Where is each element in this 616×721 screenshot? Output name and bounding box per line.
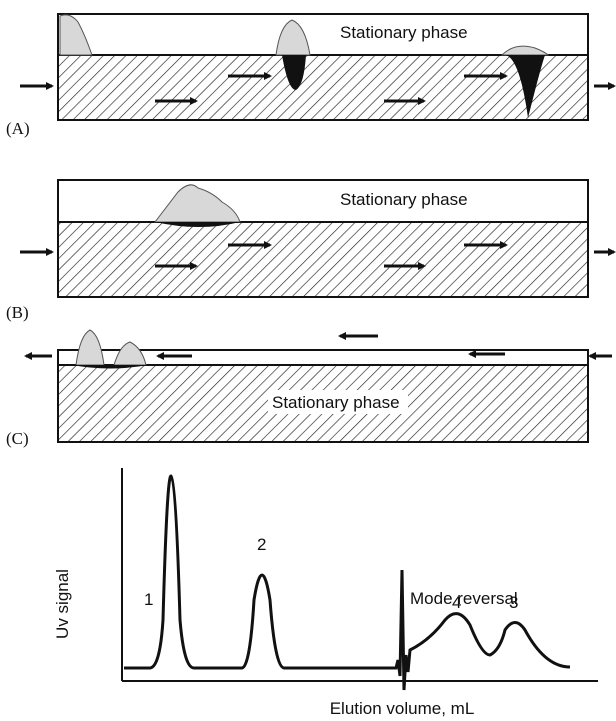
panel-label: (B) <box>6 303 29 322</box>
y-axis-label: Uv signal <box>53 569 72 639</box>
column <box>57 179 589 298</box>
chromatogram: Mode reversal 1 2 4 3 Uv signal Elution … <box>53 468 598 718</box>
panel-b: Stationary phase (B) <box>6 179 616 322</box>
peak-label: 4 <box>452 593 461 612</box>
peak-label: 1 <box>144 590 153 609</box>
phase-label: Stationary phase <box>272 393 400 412</box>
panel-label: (A) <box>6 119 30 138</box>
column <box>57 13 589 121</box>
column <box>57 349 589 443</box>
phase-label: Stationary phase <box>340 190 468 209</box>
mobile-phase <box>58 222 588 297</box>
signal-trace <box>124 474 571 691</box>
annotation: Mode reversal <box>410 589 518 608</box>
panel-label: (C) <box>6 429 29 448</box>
peak-label: 3 <box>509 593 518 612</box>
panel-c: Stationary phase (C) <box>6 329 612 448</box>
x-axis-label: Elution volume, mL <box>330 699 475 718</box>
phase-label: Stationary phase <box>340 23 468 42</box>
peak-label: 2 <box>257 535 266 554</box>
mobile-phase <box>58 55 588 120</box>
panel-a: Stationary phase (A) <box>6 13 616 138</box>
